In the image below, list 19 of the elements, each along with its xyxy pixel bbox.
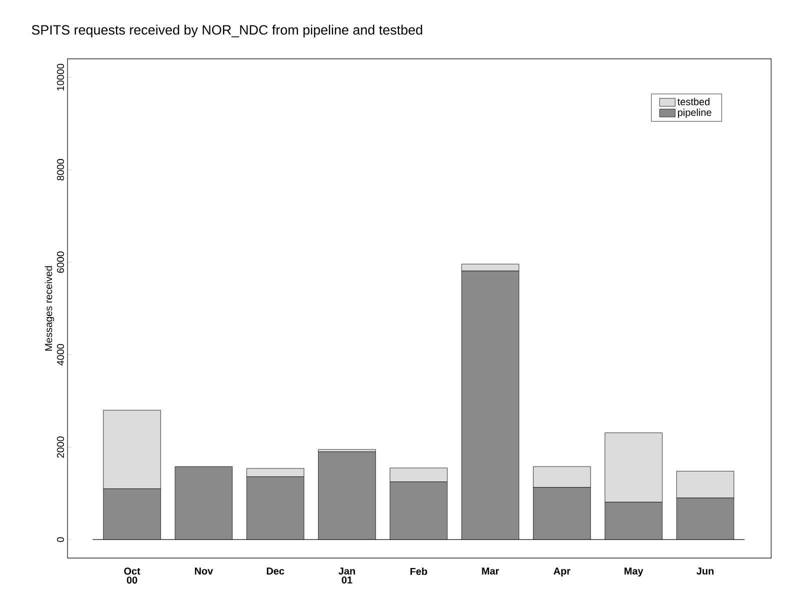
y-tick-label: 10000: [56, 64, 64, 90]
legend-label: pipeline: [678, 108, 712, 118]
x-tick-label: Apr: [554, 568, 570, 577]
chart-title: SPITS requests received by NOR_NDC from pipeline and testbed: [32, 24, 422, 38]
x-tick-label: Nov: [194, 568, 214, 575]
x-tick-label: May: [624, 568, 644, 577]
x-tick-label: Jan 01: [338, 568, 355, 584]
y-tick-label: 0: [56, 537, 64, 542]
y-axis-title: Messages received: [44, 266, 54, 351]
legend-label: testbed: [678, 98, 710, 106]
y-tick-label: 8000: [56, 159, 64, 180]
x-tick-label: Dec: [266, 568, 284, 575]
y-tick-label: 2000: [56, 436, 64, 458]
x-tick-label: Mar: [482, 568, 500, 575]
x-tick-label: Oct 00: [124, 568, 140, 584]
y-tick-label: 4000: [56, 344, 64, 366]
x-tick-label: Jun: [696, 568, 714, 575]
y-tick-label: 6000: [56, 252, 64, 273]
x-tick-label: Feb: [410, 568, 428, 575]
